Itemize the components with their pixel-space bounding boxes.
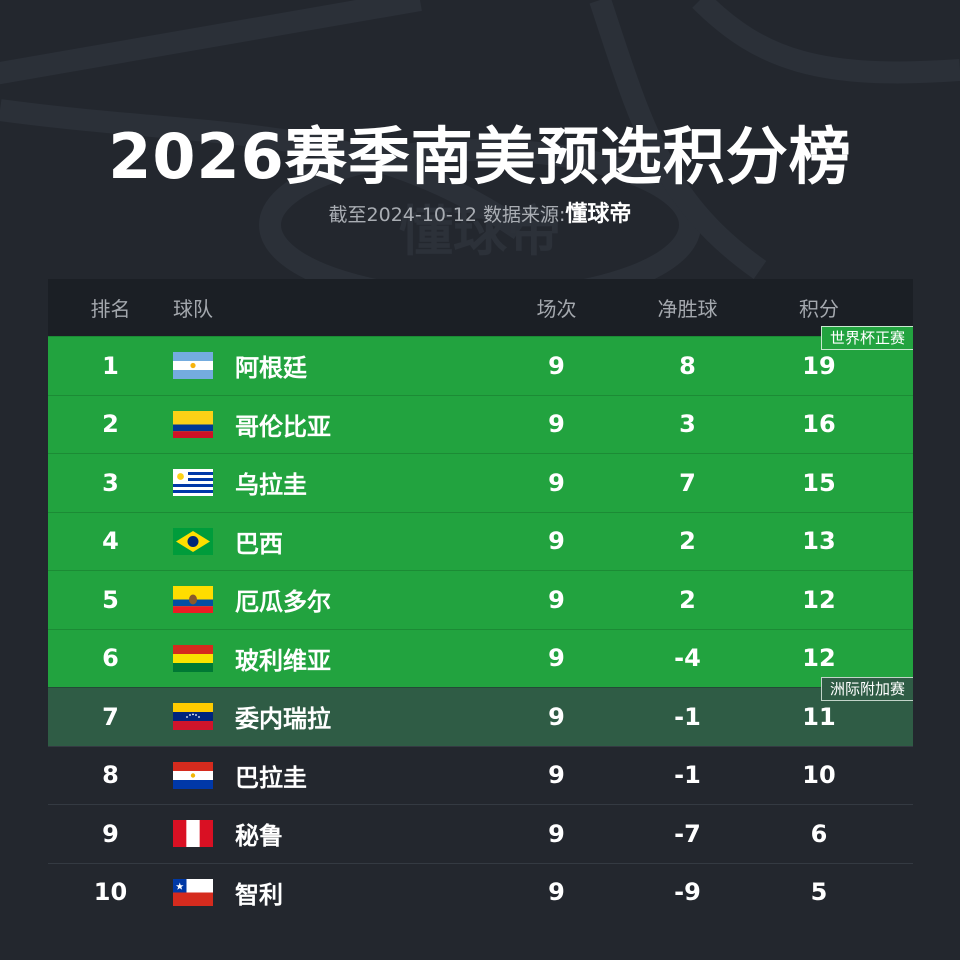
goal-diff-cell: 2 <box>679 585 696 614</box>
rank-cell: 8 <box>102 761 119 790</box>
goal-diff-cell: -7 <box>674 819 701 848</box>
table-row: 9 秘鲁 9 -7 6 <box>48 804 913 863</box>
table-row: 世界杯正赛 1 阿根廷 9 8 19 <box>48 326 913 395</box>
table-row: 3 乌拉圭 9 7 15 <box>48 453 913 512</box>
played-cell: 9 <box>548 878 565 907</box>
table-row: 10 智利 9 -9 5 <box>48 862 913 922</box>
rank-cell: 7 <box>102 702 119 731</box>
header-goal-diff: 净胜球 <box>657 297 718 321</box>
rank-cell: 3 <box>102 468 119 497</box>
played-cell: 9 <box>548 468 565 497</box>
peru-flag-icon <box>173 820 235 848</box>
table-row: 5 厄瓜多尔 9 2 12 <box>48 570 913 629</box>
goal-diff-cell: 3 <box>679 410 696 439</box>
goal-diff-cell: -9 <box>674 878 701 907</box>
team-name: 玻利维亚 <box>235 646 331 675</box>
rank-cell: 5 <box>102 585 119 614</box>
zone-label-world-cup: 世界杯正赛 <box>820 326 913 350</box>
table-row: 4 巴西 9 2 13 <box>48 511 913 570</box>
paraguay-flag-icon <box>173 761 235 789</box>
team-name: 哥伦比亚 <box>235 412 331 441</box>
ecuador-flag-icon <box>173 586 235 614</box>
venezuela-flag-icon <box>173 703 235 731</box>
rank-cell: 6 <box>102 644 119 673</box>
points-cell: 19 <box>802 351 836 380</box>
argentina-flag-icon <box>173 352 235 380</box>
goal-diff-cell: -4 <box>674 644 701 673</box>
team-name: 智利 <box>235 880 283 909</box>
uruguay-flag-icon <box>173 469 235 497</box>
rank-cell: 4 <box>102 527 119 556</box>
standings-table: 排名 球队 场次 净胜球 积分 世界杯正赛 1 阿根廷 9 8 19 2 哥伦比… <box>48 279 913 921</box>
table-header: 排名 球队 场次 净胜球 积分 <box>48 279 913 336</box>
subtitle-date-source: 截至2024-10-12 数据来源: <box>328 204 566 226</box>
points-cell: 5 <box>810 878 828 907</box>
table-row: 2 哥伦比亚 9 3 16 <box>48 394 913 453</box>
goal-diff-cell: -1 <box>674 702 701 731</box>
points-cell: 16 <box>802 410 836 439</box>
brazil-flag-icon <box>173 527 235 555</box>
played-cell: 9 <box>548 702 565 731</box>
subtitle-brand: 懂球帝 <box>565 202 632 227</box>
header-points: 积分 <box>799 297 839 321</box>
table-row: 洲际附加赛 7 委内瑞拉 9 -1 11 <box>48 677 913 746</box>
rank-cell: 9 <box>102 819 119 848</box>
points-cell: 12 <box>802 585 836 614</box>
goal-diff-cell: 8 <box>679 351 696 380</box>
rank-cell: 2 <box>102 410 119 439</box>
goal-diff-cell: -1 <box>674 761 701 790</box>
played-cell: 9 <box>548 819 565 848</box>
points-cell: 13 <box>802 527 836 556</box>
rank-cell: 10 <box>93 878 128 907</box>
goal-diff-cell: 2 <box>679 527 696 556</box>
points-cell: 15 <box>802 468 836 497</box>
team-name: 秘鲁 <box>235 822 283 851</box>
subtitle: 截至2024-10-12 数据来源:懂球帝 <box>0 196 960 228</box>
team-name: 阿根廷 <box>235 354 307 383</box>
points-cell: 10 <box>802 761 836 790</box>
team-name: 乌拉圭 <box>235 471 307 500</box>
team-name: 委内瑞拉 <box>235 705 331 734</box>
played-cell: 9 <box>548 585 565 614</box>
svg-text:懂球帝: 懂球帝 <box>399 200 561 263</box>
rank-cell: 1 <box>102 351 119 380</box>
team-name: 巴拉圭 <box>235 763 307 792</box>
team-name: 厄瓜多尔 <box>235 588 331 617</box>
chile-flag-icon <box>173 878 235 906</box>
points-cell: 12 <box>802 644 836 673</box>
header-rank: 排名 <box>90 297 131 321</box>
zone-label-playoff: 洲际附加赛 <box>820 677 913 701</box>
points-cell: 6 <box>810 819 828 848</box>
played-cell: 9 <box>548 761 565 790</box>
team-name: 巴西 <box>235 529 283 558</box>
played-cell: 9 <box>548 527 565 556</box>
points-cell: 11 <box>802 702 836 731</box>
table-row: 8 巴拉圭 9 -1 10 <box>48 745 913 805</box>
played-cell: 9 <box>548 644 565 673</box>
bolivia-flag-icon <box>173 644 235 672</box>
header-team: 球队 <box>173 297 213 321</box>
table-row: 6 玻利维亚 9 -4 12 <box>48 628 913 687</box>
played-cell: 9 <box>548 351 565 380</box>
header-played: 场次 <box>536 297 577 321</box>
goal-diff-cell: 7 <box>679 468 696 497</box>
played-cell: 9 <box>548 410 565 439</box>
page-title: 2026赛季南美预选积分榜 <box>108 120 852 193</box>
colombia-flag-icon <box>173 410 235 438</box>
